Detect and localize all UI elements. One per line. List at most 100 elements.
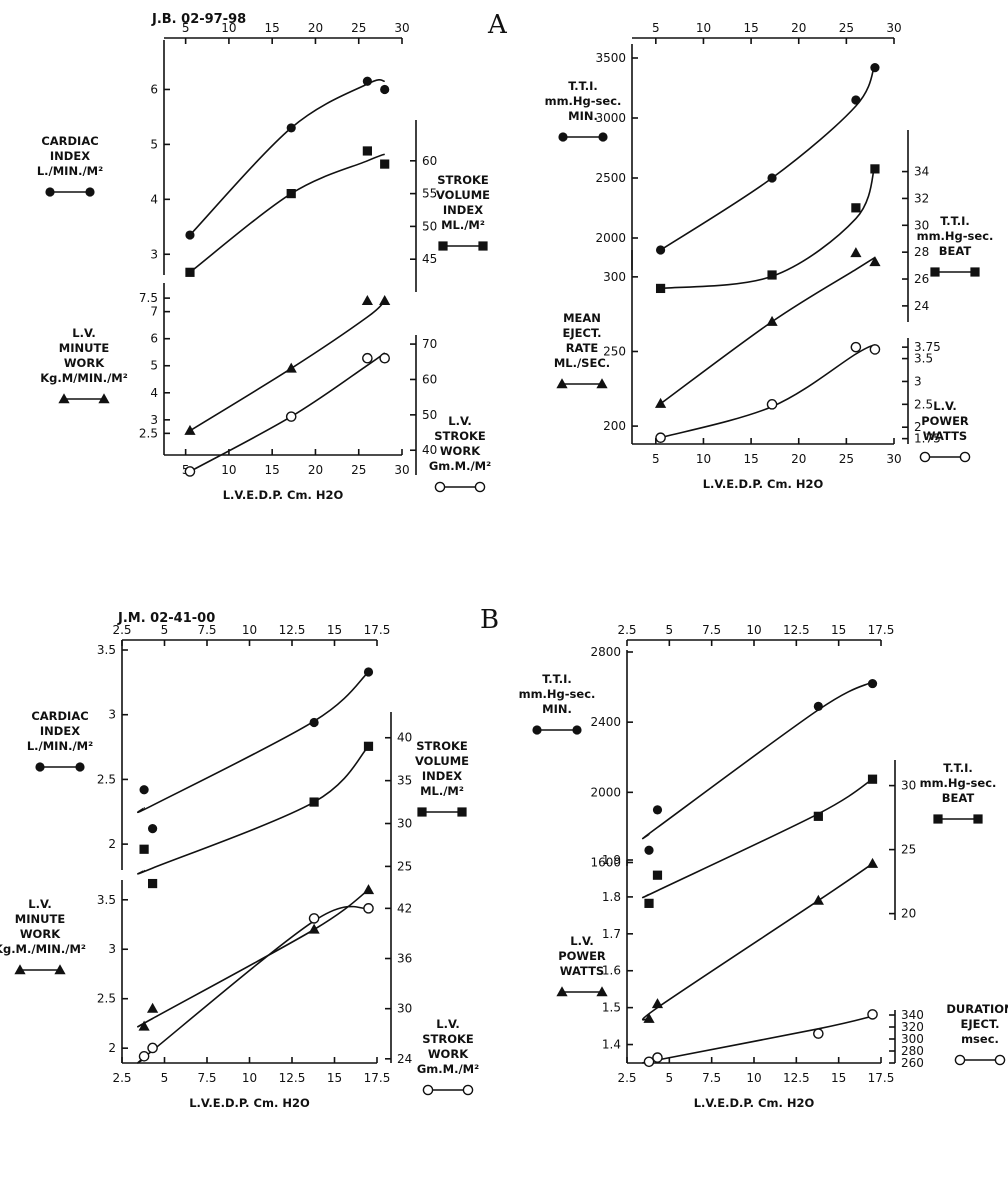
- fit-curve-ci: [189, 79, 385, 236]
- y-tick-label: 3.5: [914, 352, 933, 366]
- y-tick-label: 340: [901, 1008, 924, 1022]
- y-tick-label: 70: [422, 337, 437, 351]
- legend-key-marker: [457, 807, 467, 817]
- legend-key-marker: [572, 725, 582, 735]
- series-label: T.T.I.: [568, 79, 598, 93]
- data-point: [851, 203, 861, 213]
- series-label: INDEX: [443, 203, 483, 217]
- data-point: [380, 84, 390, 95]
- data-point: [138, 1020, 150, 1031]
- series-label: WORK: [64, 356, 105, 370]
- x-axis-title: L.V.E.D.P. Cm. H2O: [694, 1096, 815, 1110]
- data-point: [139, 844, 149, 854]
- legend-key-marker: [35, 762, 45, 772]
- series-label: L.V.: [933, 399, 956, 413]
- data-point: [869, 256, 881, 267]
- x-tick-label: 2.5: [617, 623, 636, 637]
- y-tick-label: 50: [422, 408, 437, 422]
- series-label: L.V.: [436, 1017, 459, 1031]
- y-tick-label: 280: [901, 1044, 924, 1058]
- x-tick-label: 10: [242, 623, 257, 637]
- series-label: STROKE: [422, 1032, 474, 1046]
- y-tick-label: 3000: [595, 111, 626, 125]
- data-point: [812, 894, 824, 905]
- series-label: CARDIAC: [31, 709, 88, 723]
- legend-key-marker: [75, 762, 85, 772]
- x-axis-title: L.V.E.D.P. Cm. H2O: [703, 477, 824, 491]
- series-label: Gm.M./M²: [429, 459, 491, 473]
- y-tick-label: 1.7: [602, 927, 621, 941]
- x-tick-label: 7.5: [197, 623, 216, 637]
- data-point: [185, 267, 195, 277]
- x-tick-label: 10: [696, 21, 711, 35]
- x-tick-label: 2.5: [617, 1071, 636, 1085]
- data-point: [147, 1002, 159, 1013]
- y-tick-label: 300: [901, 1032, 924, 1046]
- x-tick-label: 25: [351, 21, 366, 35]
- y-tick-label: 2400: [590, 715, 621, 729]
- series-label: mm.Hg-sec.: [920, 776, 997, 790]
- series-label: VOLUME: [415, 754, 469, 768]
- x-tick-label: 15: [265, 21, 280, 35]
- x-tick-label: 2.5: [112, 623, 131, 637]
- data-point: [363, 903, 374, 914]
- series-label: EJECT.: [961, 1017, 1000, 1031]
- y-tick-label: 25: [397, 859, 412, 873]
- y-tick-label: 2: [108, 837, 116, 851]
- x-tick-label: 15: [327, 1071, 342, 1085]
- x-tick-label: 10: [696, 452, 711, 466]
- chart-title-b: J.M. 02-41-00: [117, 611, 215, 626]
- series-label: L./MIN./M²: [27, 739, 93, 753]
- data-point: [362, 76, 372, 86]
- data-point: [851, 95, 861, 105]
- legend-key-marker: [994, 1054, 1006, 1066]
- data-point: [148, 823, 158, 834]
- x-tick-label: 5: [666, 1071, 674, 1085]
- series-label: STROKE: [437, 173, 489, 187]
- y-tick-label: 34: [914, 165, 929, 179]
- series-label: Kg.M/MIN./M²: [40, 371, 128, 385]
- legend-key-marker: [970, 267, 980, 277]
- legend-key-marker: [532, 725, 542, 735]
- data-point: [148, 878, 158, 889]
- y-tick-label: 3: [150, 413, 158, 427]
- series-label: INDEX: [50, 149, 90, 163]
- y-tick-label: 1.8: [602, 890, 621, 904]
- x-tick-label: 7.5: [197, 1071, 216, 1085]
- series-label: L.V.: [448, 414, 471, 428]
- x-tick-label: 5: [652, 21, 660, 35]
- x-tick-label: 15: [743, 452, 758, 466]
- data-point: [654, 397, 667, 408]
- x-tick-label: 30: [394, 463, 409, 477]
- series-label: WORK: [440, 444, 481, 458]
- legend-key-marker: [959, 451, 971, 463]
- series-label: mm.Hg-sec.: [917, 229, 994, 243]
- x-tick-label: 17.5: [868, 1071, 895, 1085]
- y-tick-label: 40: [397, 731, 412, 745]
- series-label: T.T.I.: [940, 214, 970, 228]
- series-label: MIN.: [542, 702, 572, 716]
- y-tick-label: 24: [914, 299, 929, 313]
- series-label: WATTS: [560, 964, 604, 978]
- series-label: L./MIN./M²: [37, 164, 103, 178]
- y-tick-label: 3: [108, 708, 116, 722]
- data-point: [285, 411, 297, 422]
- legend-key-marker: [474, 481, 486, 493]
- data-point: [643, 1012, 655, 1023]
- y-tick-label: 5: [150, 359, 158, 373]
- x-tick-label: 12.5: [279, 623, 306, 637]
- legend-key-marker: [434, 481, 446, 493]
- series-label: ML./SEC.: [554, 356, 610, 370]
- data-point: [362, 352, 373, 364]
- legend-key-marker: [417, 807, 427, 817]
- y-tick-label: 3: [108, 942, 116, 956]
- series-label: L.V.: [28, 897, 51, 911]
- series-label: STROKE: [416, 739, 468, 753]
- series-label: CARDIAC: [41, 134, 98, 148]
- y-tick-label: 3.5: [97, 893, 116, 907]
- data-point: [869, 344, 881, 355]
